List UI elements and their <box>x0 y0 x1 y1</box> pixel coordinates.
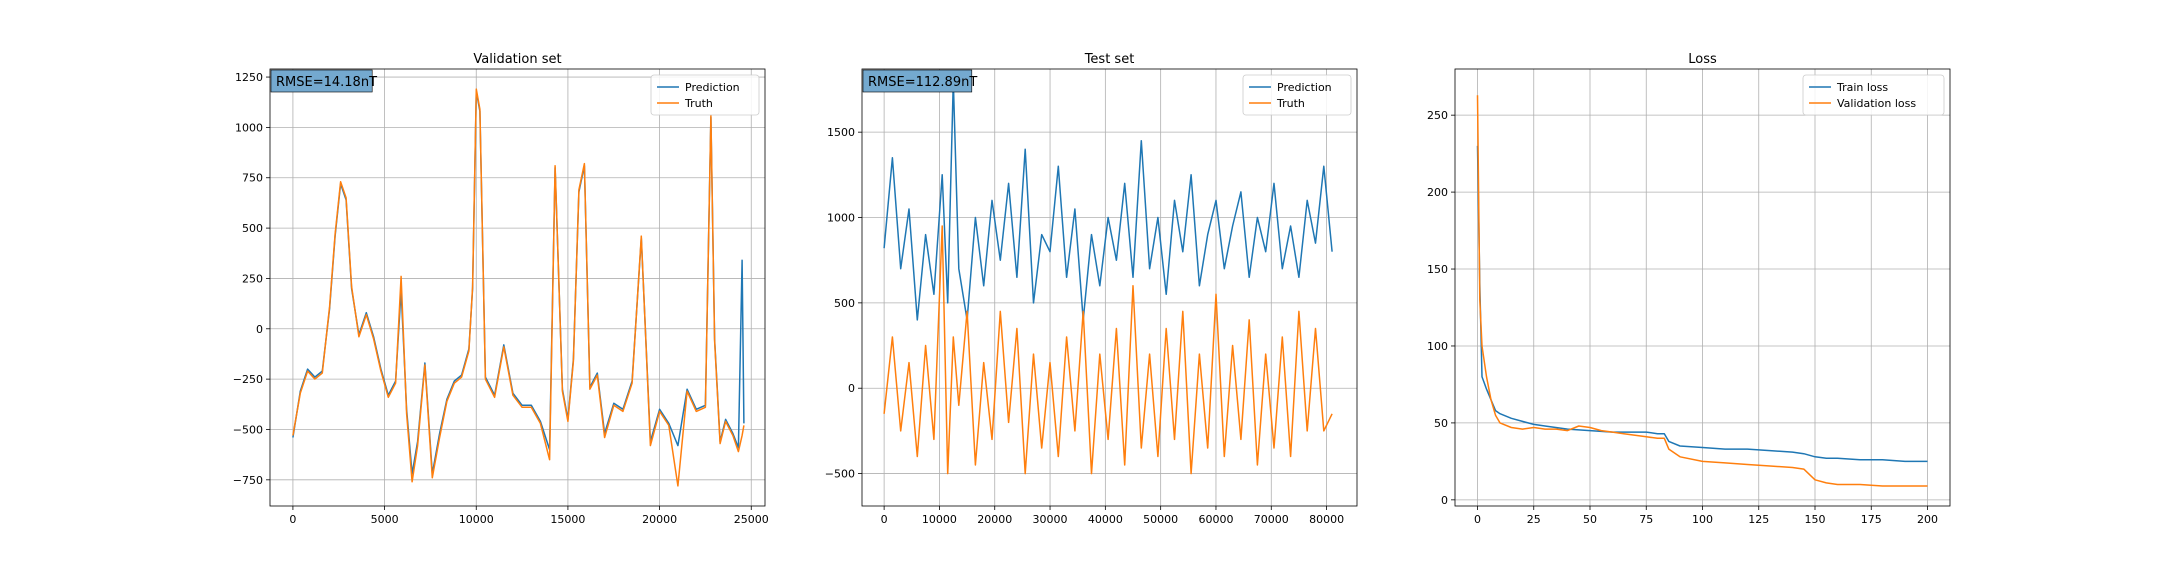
chart-title: Loss <box>1688 52 1717 67</box>
rmse-text: RMSE=112.89nT <box>868 75 977 90</box>
legend-box <box>650 74 760 116</box>
x-tick-label: 20000 <box>977 513 1012 526</box>
y-tick-label: 750 <box>242 172 263 185</box>
x-tick-label: 125 <box>1748 513 1769 526</box>
legend-label: Validation loss <box>1837 97 1916 110</box>
x-tick-label: 200 <box>1917 513 1938 526</box>
legend-label: Truth <box>684 97 713 110</box>
legend-box <box>1242 74 1352 116</box>
y-tick-label: 50 <box>1434 417 1448 430</box>
x-tick-label: 50 <box>1583 513 1597 526</box>
legend-label: Prediction <box>685 81 740 94</box>
chart-loss: 0 25 50 75 100 125 150 175 200 0 50 100 150 200 250 Los… <box>1427 52 1951 526</box>
chart-title: Test set <box>1084 52 1135 67</box>
y-tick-label: −250 <box>233 373 263 386</box>
y-tick-label: 1500 <box>827 126 855 139</box>
y-tick-label: −500 <box>825 468 855 481</box>
x-tick-label: 30000 <box>1033 513 1068 526</box>
rmse-box <box>270 69 373 93</box>
x-tick-label: 25 <box>1527 513 1541 526</box>
x-tick-label: 0 <box>881 513 888 526</box>
rmse-annotation: RMSE=112.89nT <box>862 69 977 93</box>
series-line-prediction <box>883 80 1333 321</box>
x-tick-label: 50000 <box>1143 513 1178 526</box>
y-tick-label: 200 <box>1427 186 1448 199</box>
y-tick-label: 0 <box>256 323 263 336</box>
y-tick-label: 250 <box>242 272 263 285</box>
rmse-annotation: RMSE=14.18nT <box>270 69 377 93</box>
series-line-prediction <box>292 90 745 475</box>
y-tick-label: 500 <box>834 297 855 310</box>
x-tick-label: 0 <box>1474 513 1481 526</box>
x-tick-label: 175 <box>1861 513 1882 526</box>
x-tick-label: 80000 <box>1309 513 1344 526</box>
axes-frame <box>861 68 1358 507</box>
y-tick-label: 250 <box>1427 109 1448 122</box>
x-tick-label: 10000 <box>459 513 494 526</box>
x-tick-label: 25000 <box>734 513 769 526</box>
axes-frame <box>1454 68 1951 507</box>
legend: Train loss Validation loss <box>1802 74 1945 116</box>
x-tick-label: 70000 <box>1254 513 1289 526</box>
legend-label: Train loss <box>1836 81 1888 94</box>
y-tick-label: 0 <box>1441 494 1448 507</box>
series-line-truth <box>292 88 745 487</box>
rmse-box <box>862 69 973 93</box>
y-tick-label: 1000 <box>235 121 263 134</box>
y-tick-label: −500 <box>233 423 263 436</box>
y-tick-label: 1250 <box>235 71 263 84</box>
x-tick-label: 15000 <box>550 513 585 526</box>
legend-label: Truth <box>1276 97 1305 110</box>
x-tick-label: 60000 <box>1198 513 1233 526</box>
x-tick-label: 5000 <box>371 513 399 526</box>
chart-test: 0 10000 20000 30000 40000 50000 60000 70000 8000… <box>825 52 1358 526</box>
y-tick-label: 150 <box>1427 263 1448 276</box>
legend: Prediction Truth <box>1242 74 1352 116</box>
y-tick-label: 1000 <box>827 212 855 225</box>
x-tick-label: 20000 <box>642 513 677 526</box>
x-tick-label: 40000 <box>1088 513 1123 526</box>
x-tick-label: 150 <box>1805 513 1826 526</box>
rmse-text: RMSE=14.18nT <box>276 75 377 90</box>
x-tick-label: 0 <box>289 513 296 526</box>
series-line-validation-loss <box>1476 95 1928 487</box>
x-tick-label: 10000 <box>922 513 957 526</box>
series-line-truth <box>883 225 1333 475</box>
x-tick-label: 75 <box>1639 513 1653 526</box>
axes-frame <box>269 68 766 507</box>
chart-title: Validation set <box>473 52 561 67</box>
x-tick-label: 100 <box>1692 513 1713 526</box>
series-line-train-loss <box>1476 145 1928 463</box>
chart-validation: 0 5000 10000 15000 20000 25000 −750 −500 −250 0 25… <box>233 52 769 526</box>
legend: Prediction Truth <box>650 74 760 116</box>
y-tick-label: 500 <box>242 222 263 235</box>
y-tick-label: 100 <box>1427 340 1448 353</box>
legend-box <box>1802 74 1945 116</box>
legend-label: Prediction <box>1277 81 1332 94</box>
y-tick-label: 0 <box>848 382 855 395</box>
y-tick-label: −750 <box>233 474 263 487</box>
